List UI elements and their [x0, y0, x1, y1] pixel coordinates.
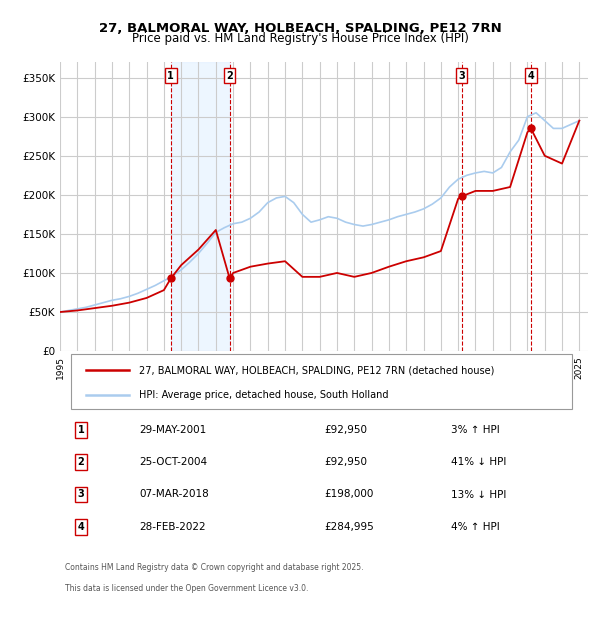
- Text: This data is licensed under the Open Government Licence v3.0.: This data is licensed under the Open Gov…: [65, 585, 308, 593]
- Text: 25-OCT-2004: 25-OCT-2004: [139, 457, 208, 467]
- Text: 27, BALMORAL WAY, HOLBEACH, SPALDING, PE12 7RN: 27, BALMORAL WAY, HOLBEACH, SPALDING, PE…: [98, 22, 502, 35]
- Text: 07-MAR-2018: 07-MAR-2018: [139, 489, 209, 500]
- Text: 29-MAY-2001: 29-MAY-2001: [139, 425, 206, 435]
- Text: 2: 2: [226, 71, 233, 81]
- Text: 1: 1: [78, 425, 85, 435]
- Text: 4% ↑ HPI: 4% ↑ HPI: [451, 522, 499, 532]
- Text: £92,950: £92,950: [324, 457, 367, 467]
- Text: 4: 4: [78, 522, 85, 532]
- Text: 2: 2: [78, 457, 85, 467]
- Bar: [171, 62, 230, 351]
- Text: 41% ↓ HPI: 41% ↓ HPI: [451, 457, 506, 467]
- Text: 4: 4: [527, 71, 534, 81]
- Text: £284,995: £284,995: [324, 522, 374, 532]
- Text: £198,000: £198,000: [324, 489, 373, 500]
- Text: £92,950: £92,950: [324, 425, 367, 435]
- Text: 3: 3: [458, 71, 465, 81]
- Text: HPI: Average price, detached house, South Holland: HPI: Average price, detached house, Sout…: [139, 390, 389, 400]
- Text: Contains HM Land Registry data © Crown copyright and database right 2025.: Contains HM Land Registry data © Crown c…: [65, 563, 364, 572]
- FancyBboxPatch shape: [71, 354, 572, 409]
- Text: 3: 3: [78, 489, 85, 500]
- Text: 1: 1: [167, 71, 174, 81]
- Text: 27, BALMORAL WAY, HOLBEACH, SPALDING, PE12 7RN (detached house): 27, BALMORAL WAY, HOLBEACH, SPALDING, PE…: [139, 365, 494, 375]
- Text: 3% ↑ HPI: 3% ↑ HPI: [451, 425, 499, 435]
- Text: 13% ↓ HPI: 13% ↓ HPI: [451, 489, 506, 500]
- Text: 28-FEB-2022: 28-FEB-2022: [139, 522, 206, 532]
- Text: Price paid vs. HM Land Registry's House Price Index (HPI): Price paid vs. HM Land Registry's House …: [131, 32, 469, 45]
